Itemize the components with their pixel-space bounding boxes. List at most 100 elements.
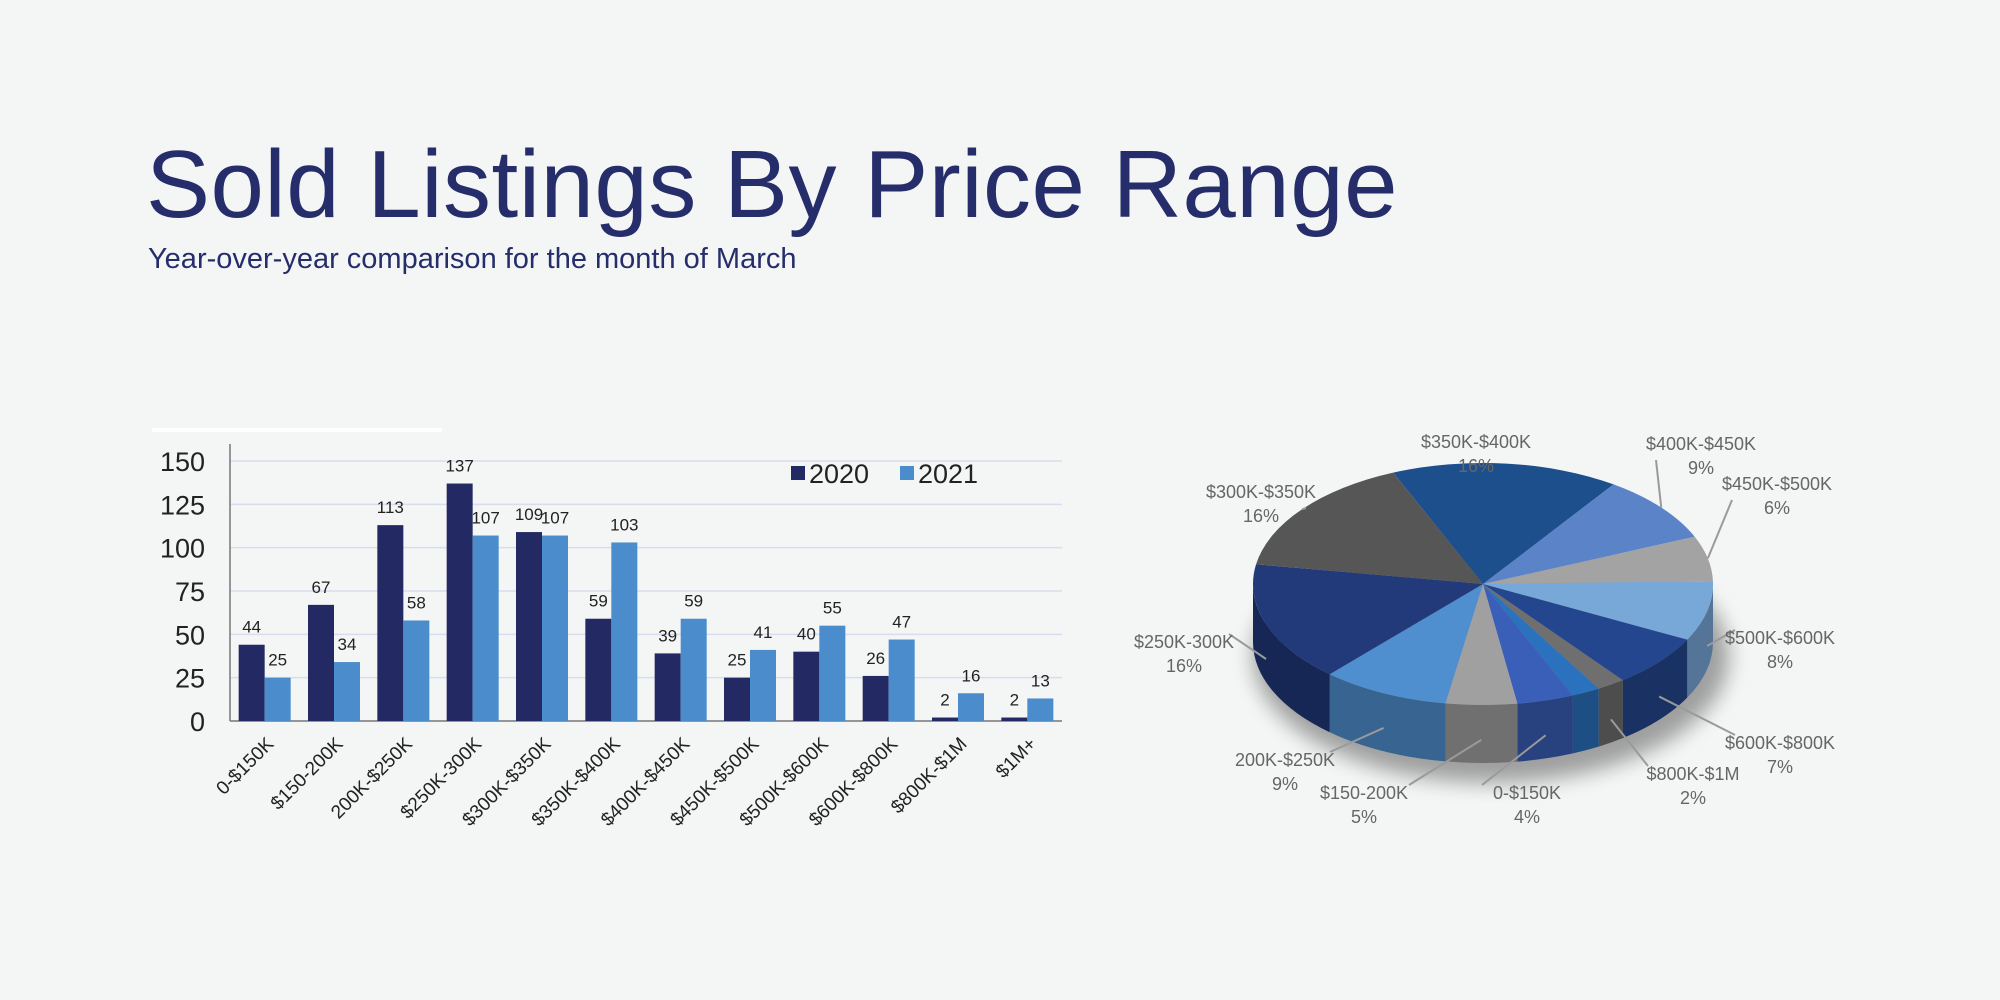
data-label-2021: 58 [407, 593, 426, 612]
bar-2020 [654, 653, 681, 721]
leader-line [1706, 629, 1736, 647]
pie-label: $150-200K [1320, 783, 1408, 803]
pie-label: $350K-$400K [1421, 432, 1531, 452]
pie-percent: 9% [1272, 774, 1298, 794]
pie-label: $600K-$800K [1725, 733, 1835, 753]
data-label-2021: 103 [610, 515, 638, 534]
data-label-2020: 113 [377, 498, 404, 517]
pie-percent: 9% [1688, 458, 1714, 478]
pie-label: 0-$150K [1493, 783, 1561, 803]
bar-2020 [724, 677, 750, 721]
leader-line [1228, 633, 1267, 660]
data-label-2021: 25 [268, 651, 287, 670]
pie-label: $400K-$450K [1646, 434, 1756, 454]
pie-slice-side [1622, 639, 1688, 739]
pie-label: $800K-$1M [1646, 764, 1739, 784]
pie-slice [1483, 584, 1599, 696]
pie-slice [1483, 584, 1623, 689]
pie-percent: 4% [1514, 807, 1540, 827]
data-label-2021: 55 [823, 599, 842, 618]
pie-label: 200K-$250K [1235, 750, 1335, 770]
y-tick-label: 100 [160, 534, 205, 564]
bar-2020 [585, 618, 612, 721]
bar-2020 [862, 675, 889, 721]
bar-2021 [888, 639, 915, 721]
pie-slice-side [1572, 688, 1599, 754]
legend-label-2021: 2021 [918, 459, 978, 489]
leader-line [1408, 738, 1482, 786]
pie-slice [1483, 536, 1713, 584]
bar-2020 [1001, 717, 1028, 721]
bar-2021 [334, 662, 360, 721]
pie-slice-side [1598, 680, 1623, 747]
y-tick-label: 125 [160, 490, 205, 520]
chart-frame-edge [152, 428, 442, 432]
data-label-2020: 40 [797, 625, 816, 644]
pie-slice [1483, 484, 1695, 584]
pie-slice [1329, 584, 1483, 704]
data-label-2020: 67 [312, 578, 331, 597]
legend-swatch-2021 [900, 466, 914, 480]
bar-2021 [403, 620, 430, 721]
data-label-2021: 107 [471, 509, 499, 528]
bar-2020 [308, 604, 334, 721]
bar-2020 [377, 525, 404, 721]
pie-percent: 5% [1351, 807, 1377, 827]
pie-slice-side [1253, 584, 1330, 733]
pie-label: $500K-$600K [1725, 628, 1835, 648]
bar-2020 [446, 483, 473, 721]
pie-slice [1445, 584, 1518, 705]
y-tick-label: 50 [175, 620, 205, 650]
pie-slice-side [1445, 703, 1518, 763]
leader-line [1301, 507, 1307, 511]
pie-slice [1483, 584, 1573, 704]
data-label-2021: 13 [1031, 671, 1050, 690]
pie-slice [1252, 564, 1483, 675]
leader-line [1706, 499, 1733, 559]
pie-label: $450K-$500K [1722, 474, 1832, 494]
bar-2021 [264, 677, 291, 721]
leader-line [1655, 459, 1663, 508]
y-tick-label: 0 [190, 707, 205, 737]
pie-label: $250K-300K [1134, 632, 1234, 652]
y-tick-label: 75 [175, 577, 205, 607]
pie-label: $300K-$350K [1206, 482, 1316, 502]
data-label-2020: 44 [242, 618, 261, 637]
bar-2020 [793, 651, 820, 721]
page-subtitle: Year-over-year comparison for the month … [148, 243, 797, 275]
pie-slice [1483, 581, 1714, 640]
legend-swatch-2020 [791, 466, 805, 480]
legend-label-2020: 2020 [809, 459, 869, 489]
data-label-2020: 137 [445, 457, 473, 476]
pie-percent: 16% [1243, 506, 1279, 526]
leader-line [1610, 718, 1649, 767]
data-label-2021: 41 [754, 623, 773, 642]
y-tick-label: 150 [160, 447, 205, 477]
data-label-2020: 109 [515, 505, 543, 524]
bar-2021 [611, 542, 638, 721]
pie-percent: 7% [1767, 757, 1793, 777]
data-label-2020: 25 [728, 651, 747, 670]
bar-2021 [472, 535, 499, 721]
pie-slice [1393, 463, 1614, 584]
leader-line [1481, 734, 1547, 786]
pie-percent: 16% [1458, 456, 1494, 476]
bar-2021 [750, 649, 776, 721]
pie-slice-side [1517, 695, 1573, 762]
data-label-2021: 107 [541, 509, 569, 528]
bar-2021 [680, 618, 707, 721]
pie-percent: 2% [1680, 788, 1706, 808]
data-label-2021: 59 [684, 592, 703, 611]
pie-percent: 6% [1764, 498, 1790, 518]
data-label-2021: 16 [962, 666, 981, 685]
pie-slice [1256, 472, 1483, 584]
pie-slice [1483, 584, 1688, 681]
data-label-2020: 26 [866, 649, 885, 668]
bar-2021 [819, 625, 846, 721]
pie-percent: 16% [1166, 656, 1202, 676]
bar-2020 [238, 644, 265, 721]
leader-line [1329, 727, 1385, 753]
data-label-2020: 39 [658, 626, 677, 645]
